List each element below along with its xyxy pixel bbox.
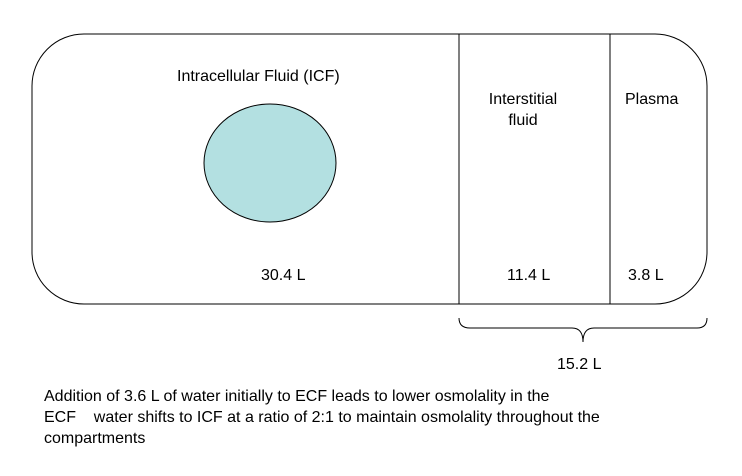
- plasma-label: Plasma: [625, 91, 679, 108]
- compartment-outline: [31, 33, 708, 305]
- plasma-volume: 3.8 L: [628, 267, 664, 284]
- ecf-brace: [458, 317, 708, 343]
- caption-line-3: compartments: [44, 430, 146, 447]
- interstitial-label-line2: fluid: [508, 112, 538, 129]
- caption: Addition of 3.6 L of water initially to …: [44, 386, 724, 449]
- icf-label: Intracellular Fluid (ICF): [177, 68, 340, 85]
- interstitial-label-line1: Interstitial: [488, 91, 558, 108]
- caption-line-1: Addition of 3.6 L of water initially to …: [44, 388, 550, 405]
- interstitial-label: Interstitial fluid: [470, 89, 576, 131]
- cell-ellipse: [203, 103, 337, 223]
- ecf-total-volume: 15.2 L: [557, 356, 602, 373]
- caption-line-2: ECF water shifts to ICF at a ratio of 2:…: [44, 409, 600, 426]
- icf-volume: 30.4 L: [261, 267, 306, 284]
- interstitial-volume: 11.4 L: [507, 267, 551, 284]
